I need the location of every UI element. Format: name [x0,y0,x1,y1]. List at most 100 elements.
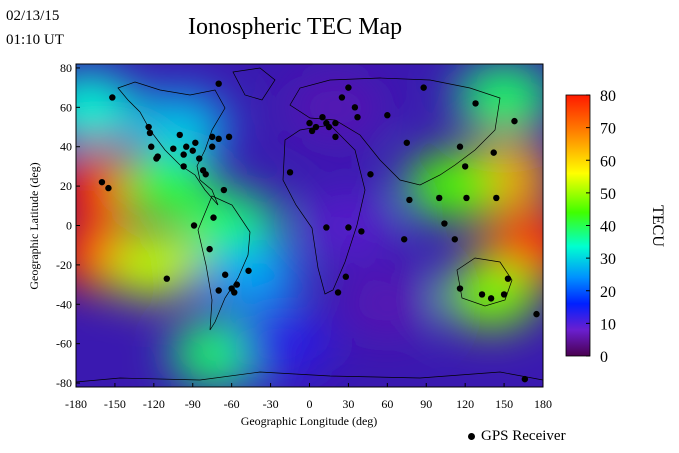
y-tick-label: 60 [60,100,72,114]
gps-receiver-63 [461,163,469,170]
gps-receiver-51 [406,196,413,204]
x-tick-label: 180 [534,397,552,411]
gps-receiver-59 [451,236,458,243]
gps-receiver-71 [500,291,508,298]
y-tick-label: -40 [56,297,72,311]
gps-receiver-15 [202,171,209,178]
y-tick-label: 80 [60,61,72,75]
x-tick-label: -60 [224,397,240,411]
gps-receiver-52 [323,224,330,231]
gps-receiver-50 [367,171,374,178]
tec-zone-15 [287,73,384,142]
y-tick-label: -60 [56,337,72,351]
tec-zone-17 [235,309,332,378]
gps-receiver-34 [306,119,313,127]
tec-zone-7 [105,230,202,299]
colorbar-tick-label: 50 [600,186,616,203]
gps-receiver-2 [146,129,154,137]
gps-receiver-32 [105,184,112,192]
tec-zone-6 [118,152,215,221]
x-tick-label: 120 [456,397,474,411]
gps-receiver-42 [345,84,352,91]
gps-receiver-57 [400,236,408,243]
tec-zone-13 [456,64,543,132]
gps-receiver-1 [145,123,152,131]
gps-receiver-35 [308,127,316,135]
gps-receiver-46 [384,112,391,119]
gps-receivers [98,80,540,383]
gps-receiver-5 [154,153,161,160]
gps-receiver-22 [231,289,238,296]
gps-receiver-72 [504,275,512,282]
gps-receiver-66 [493,194,500,202]
y-tick-label: -20 [56,258,72,272]
gps-receiver-49 [286,169,294,176]
gps-receiver-33 [215,80,222,87]
gps-receiver-38 [323,119,330,127]
gps-receiver-56 [342,273,350,280]
colorbar-tick-label: 0 [600,349,608,366]
gps-receiver-58 [441,220,448,227]
tec-zone-4 [404,152,501,221]
x-tick-label: -120 [143,397,165,411]
colorbar-tick-label: 60 [600,153,616,170]
gps-receiver-25 [233,281,241,288]
gps-receiver-13 [196,155,203,162]
gps-receiver-11 [189,147,196,154]
gps-receiver-29 [220,186,228,194]
y-axis-label: Geographic Latitude (deg) [27,162,41,289]
gps-receiver-60 [436,194,443,202]
gps-receiver-31 [98,178,106,186]
x-tick-label: -180 [65,397,87,411]
colorbar-ticks: 80 70 60 50 40 30 20 10 0 [586,88,616,366]
x-tick-label: -90 [185,397,201,411]
gps-receiver-23 [221,271,229,278]
gps-receiver-62 [463,194,470,202]
gps-receiver-69 [478,291,486,298]
colorbar-tick-label: 70 [600,121,616,138]
colorbar-tick-label: 40 [600,219,616,236]
gps-receiver-48 [420,84,427,91]
gps-receiver-70 [487,295,495,302]
gps-receiver-45 [332,133,339,141]
x-tick-label: -30 [263,397,279,411]
gps-receiver-6 [170,145,177,152]
gps-receiver-54 [358,228,365,235]
gps-receiver-36 [319,113,326,121]
colorbar-tick-label: 20 [600,284,616,301]
gps-receiver-17 [209,133,216,141]
gps-receiver-40 [332,119,339,127]
receiver-marker-icon [468,433,475,441]
gps-receiver-30 [163,275,171,282]
gps-receiver-39 [312,123,320,131]
gps-receiver-27 [210,214,217,221]
gps-receiver-74 [521,375,529,383]
x-axis: -180 -150 -120 -90 -60 -30 0 30 60 90 120 150 180 [65,383,552,411]
gps-receiver-53 [345,224,352,231]
gps-receiver-24 [245,267,252,274]
y-tick-label: 20 [60,179,72,193]
time-label: 01:10 UT [6,32,64,48]
date-label: 02/13/15 [6,8,60,24]
gps-receiver-44 [354,113,361,121]
gps-receiver-43 [351,104,359,111]
gps-receiver-20 [215,287,222,294]
gps-receiver-64 [472,100,479,107]
tec-zone-5 [443,260,540,329]
gps-receiver-7 [176,131,183,139]
colorbar-tick-label: 30 [600,251,616,268]
x-tick-label: -150 [104,397,126,411]
gps-receiver-19 [225,133,233,141]
x-axis-label: Geographic Longitude (deg) [241,414,378,428]
tec-zone-16 [339,270,436,339]
gps-receiver-61 [456,143,464,150]
tec-zone-12 [76,73,137,142]
tec-zone-11 [131,93,228,162]
gps-receiver-16 [209,143,216,150]
y-axis: 80 60 40 20 0 -20 -40 -60 -80 [56,61,80,390]
gps-receiver-67 [511,117,518,125]
gps-receiver-47 [403,139,410,146]
gps-receiver-18 [215,135,222,143]
legend: GPS Receiver [468,428,566,445]
